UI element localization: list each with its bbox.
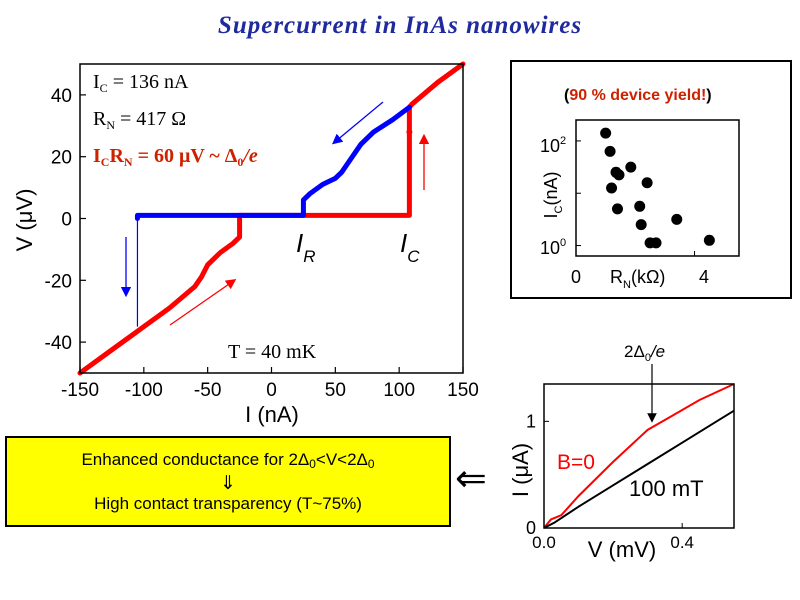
icrn-product-label: ICRN = 60 μV ~ Δ0/e [93, 145, 258, 169]
scatter-point [600, 127, 612, 139]
inset-iv-series [543, 383, 735, 529]
scatter-point [604, 145, 616, 157]
main-x-tick-label: 150 [447, 380, 479, 401]
inset-iv-frame [543, 383, 735, 529]
switching-point-marker [406, 128, 413, 135]
main-y-tick-label: -40 [45, 333, 72, 354]
scatter-x-axis-label: RN(kΩ) [610, 267, 665, 291]
inset-iv-x-axis-label: V (mV) [588, 537, 656, 562]
inset-iv-y-tick-label: 0 [526, 518, 536, 538]
gap-voltage-label: 2Δ0/e [624, 342, 665, 364]
ic-value-label: IC = 136 nA [93, 71, 189, 95]
device-yield-label: (90 % device yield!) [564, 87, 712, 104]
main-x-tick-label: -50 [194, 380, 221, 401]
inset-iv-y-axis-label: I (μA) [508, 443, 533, 497]
conclusion-implies-arrow: ⇓ [220, 473, 236, 494]
legend-100mt-label: 100 mT [629, 476, 704, 501]
iv-series-down [134, 104, 412, 221]
ic-label: IC [400, 228, 420, 266]
main-y-tick-label: 0 [61, 210, 72, 231]
conclusion-box: Enhanced conductance for 2Δ0<V<2Δ0 ⇓ Hig… [5, 436, 451, 527]
inset-iv-x-tick-label: 0.4 [670, 533, 694, 552]
scatter-point [641, 177, 653, 189]
sweep-arrow-red-up [169, 279, 237, 326]
device-yield-inset [510, 60, 792, 299]
main-x-tick-label: 100 [383, 380, 415, 401]
iv-series-up [77, 61, 466, 376]
scatter-point [606, 182, 618, 194]
main-y-tick-label: 20 [51, 148, 72, 169]
main-x-tick-label: -150 [61, 380, 99, 401]
scatter-point [625, 161, 637, 173]
scatter-x-tick-4: 4 [699, 267, 709, 287]
scatter-y-tick-100: 102 [540, 135, 566, 156]
ir-label: IR [296, 228, 316, 266]
scatter-y-tick-1: 100 [540, 237, 566, 258]
scatter-frame [575, 119, 740, 257]
sweep-arrow-blue-down [331, 101, 384, 145]
inset-iv-y-tick-label: 1 [526, 411, 536, 431]
scatter-y-axis-label: IC(nA) [541, 172, 565, 219]
main-y-axis-label: V (μV) [12, 189, 37, 252]
main-y-tick-label: -20 [45, 271, 72, 292]
conclusion-line-1: Enhanced conductance for 2Δ0<V<2Δ0 [81, 450, 375, 471]
rn-value-label: RN = 417 Ω [93, 108, 186, 132]
inset-iv-x-tick-label: 0.0 [532, 533, 556, 552]
scatter-point [611, 203, 623, 215]
scatter-point [644, 237, 656, 249]
scatter-point [634, 200, 646, 212]
main-x-tick-label: -100 [125, 380, 163, 401]
main-y-tick-label: 40 [51, 86, 72, 107]
scatter-point [635, 219, 647, 231]
main-x-tick-label: 0 [266, 380, 277, 401]
conclusion-line-3: High contact transparency (T~75%) [94, 494, 362, 513]
scatter-point [671, 213, 683, 225]
left-implication-arrow: ⇐ [455, 456, 487, 500]
legend-b0-label: B=0 [557, 451, 595, 474]
inset-iv-series [543, 409, 735, 529]
scatter-point [703, 234, 715, 246]
slide-title: Supercurrent in InAs nanowires [217, 12, 583, 39]
scatter-point [613, 169, 625, 181]
temperature-label: T = 40 mK [228, 341, 317, 363]
main-x-axis-label: I (nA) [245, 402, 299, 427]
main-x-tick-label: 50 [325, 380, 346, 401]
scatter-x-tick-0: 0 [571, 267, 581, 287]
